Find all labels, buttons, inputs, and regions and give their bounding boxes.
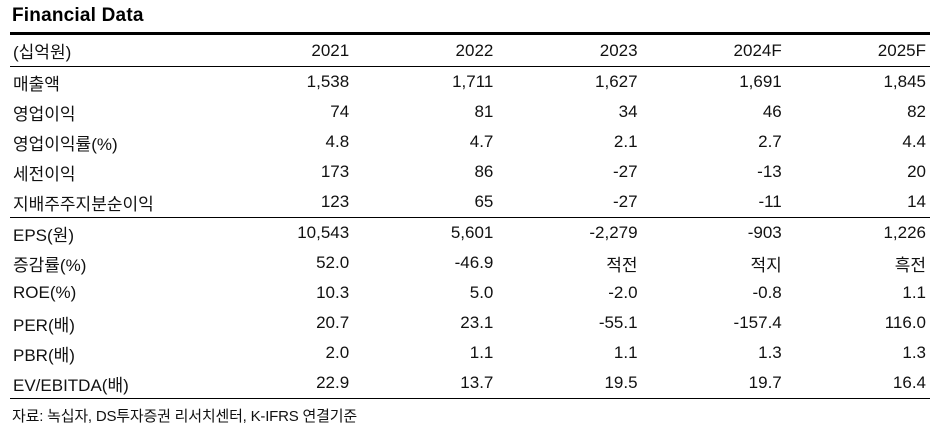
financial-table: (십억원) 2021 2022 2023 2024F 2025F 매출액 1,53…	[10, 32, 930, 399]
column-header-2024f: 2024F	[641, 33, 786, 67]
cell-value: 4.4	[902, 132, 926, 151]
cell-value: 52.0	[316, 253, 350, 272]
table-row: PBR(배) 2.0 1.1 1.1 1.3 1.3	[10, 338, 930, 368]
cell-value: 74	[330, 102, 350, 121]
cell-value: 23.1	[460, 313, 494, 332]
cell-value: -46.9	[454, 253, 494, 272]
cell-value: 86	[474, 162, 494, 181]
cell-value: 81	[474, 102, 494, 121]
table-row: 영업이익률(%) 4.8 4.7 2.1 2.7 4.4	[10, 127, 930, 157]
table-row: 영업이익 74 81 34 46 82	[10, 97, 930, 127]
cell-value: 10,543	[209, 217, 354, 248]
table-row: 매출액 1,538 1,711 1,627 1,691 1,845	[10, 67, 930, 98]
cell-value: 흑전	[894, 255, 926, 275]
cell-value: 1.3	[902, 343, 926, 362]
cell-value: 1,845	[883, 72, 926, 91]
cell-value: 1.1	[902, 283, 926, 302]
column-header-2021: 2021	[209, 33, 354, 67]
cell-value: -157.4	[733, 313, 782, 332]
cell-value: -903	[641, 217, 786, 248]
cell-value: -13	[757, 162, 782, 181]
table-row: 증감률(%) 52.0 -46.9 적전 적지 흑전	[10, 248, 930, 278]
cell-value: 34	[618, 102, 638, 121]
row-label: EPS(원)	[10, 217, 209, 248]
cell-value: 1,226	[785, 217, 930, 248]
cell-value: 5.0	[469, 283, 494, 302]
table-body: 매출액 1,538 1,711 1,627 1,691 1,845 영업이익 74 81 34 46…	[10, 67, 930, 399]
table-row: EPS(원) 10,543 5,601 -2,279 -903 1,226	[10, 217, 930, 248]
table-row: 세전이익 173 86 -27 -13 20	[10, 157, 930, 187]
cell-value: 1,711	[452, 72, 494, 91]
cell-value: -2,279	[497, 217, 642, 248]
header-row: (십억원) 2021 2022 2023 2024F 2025F	[10, 33, 930, 67]
cell-value: 1.1	[613, 343, 638, 362]
cell-value: -27	[612, 192, 638, 211]
cell-value: 123	[320, 192, 350, 211]
row-label: EV/EBITDA(배)	[13, 375, 129, 395]
cell-value: 19.5	[604, 373, 638, 392]
cell-value: 4.8	[325, 132, 350, 151]
page-title: Financial Data	[12, 5, 144, 26]
cell-value: -11	[758, 192, 782, 211]
cell-value: 14	[907, 192, 926, 211]
cell-value: 20.7	[316, 313, 350, 332]
cell-value: 1,538	[306, 72, 350, 91]
cell-value: 2.0	[325, 343, 350, 362]
table-header: (십억원) 2021 2022 2023 2024F 2025F	[10, 33, 930, 67]
cell-value: 173	[320, 162, 350, 181]
cell-value: 46	[762, 102, 782, 121]
row-label: ROE(%)	[13, 283, 77, 302]
row-label: 영업이익	[13, 104, 76, 124]
row-label: 지배주주지분순이익	[13, 194, 154, 214]
cell-value: -55.1	[598, 313, 638, 332]
cell-value: 20	[907, 162, 926, 181]
table-row: 지배주주지분순이익 123 65 -27 -11 14	[10, 187, 930, 218]
cell-value: 19.7	[748, 373, 782, 392]
cell-value: 116.0	[884, 313, 926, 332]
source-note: 자료: 녹십자, DS투자증권 리서치센터, K-IFRS 연결기준	[12, 408, 357, 425]
cell-value: 적지	[750, 255, 782, 275]
cell-value: 1.1	[469, 343, 494, 362]
cell-value: 65	[474, 192, 494, 211]
row-label: PBR(배)	[13, 345, 75, 365]
cell-value: 2.7	[758, 132, 782, 151]
table-row: PER(배) 20.7 23.1 -55.1 -157.4 116.0	[10, 308, 930, 338]
cell-value: 2.1	[613, 132, 638, 151]
cell-value: 5,601	[353, 217, 498, 248]
cell-value: -0.8	[752, 283, 782, 302]
column-header-2025f: 2025F	[785, 33, 930, 67]
table-row: EV/EBITDA(배) 22.9 13.7 19.5 19.7 16.4	[10, 368, 930, 399]
cell-value: 1.3	[758, 343, 782, 362]
table-row: ROE(%) 10.3 5.0 -2.0 -0.8 1.1	[10, 278, 930, 308]
row-label: 증감률(%)	[13, 255, 87, 275]
row-label: 영업이익률(%)	[13, 134, 118, 154]
column-header-2022: 2022	[353, 33, 498, 67]
cell-value: 10.3	[316, 283, 350, 302]
row-label: 세전이익	[13, 164, 76, 184]
cell-value: 16.4	[892, 373, 926, 392]
cell-value: 적전	[606, 255, 638, 275]
cell-value: 4.7	[469, 132, 494, 151]
cell-value: 22.9	[316, 373, 350, 392]
unit-header: (십억원)	[10, 33, 209, 67]
column-header-2023: 2023	[497, 33, 642, 67]
row-label: PER(배)	[13, 315, 75, 335]
cell-value: -27	[612, 162, 638, 181]
row-label: 매출액	[13, 74, 60, 94]
cell-value: 13.7	[460, 373, 494, 392]
cell-value: -2.0	[608, 283, 638, 302]
cell-value: 82	[907, 102, 926, 121]
cell-value: 1,691	[739, 72, 782, 91]
cell-value: 1,627	[595, 72, 638, 91]
